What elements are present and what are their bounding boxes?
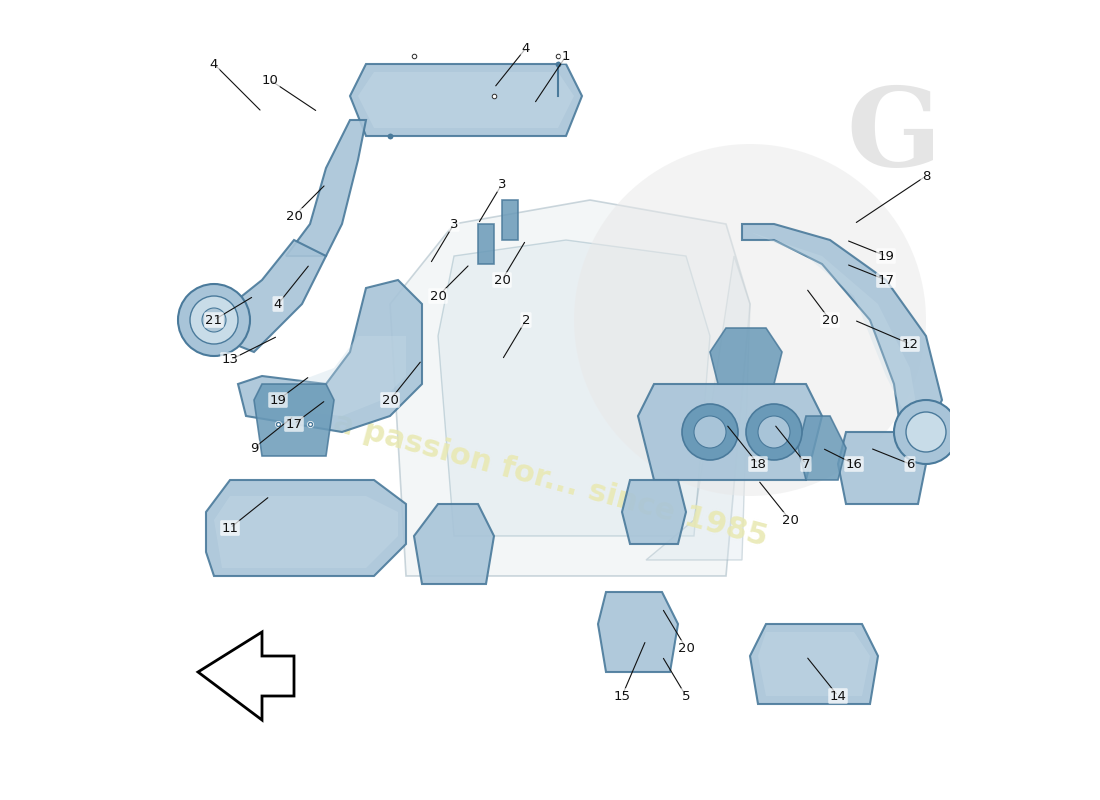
Circle shape [906, 412, 946, 452]
Polygon shape [198, 632, 294, 720]
Text: 11: 11 [221, 522, 239, 534]
Circle shape [746, 404, 802, 460]
Text: 17: 17 [286, 418, 302, 430]
Text: 20: 20 [678, 642, 694, 654]
Text: 2: 2 [521, 314, 530, 326]
Polygon shape [350, 64, 582, 136]
Text: 19: 19 [270, 394, 286, 406]
Text: 13: 13 [221, 354, 239, 366]
Polygon shape [798, 416, 846, 480]
Polygon shape [206, 240, 326, 352]
Text: 20: 20 [782, 514, 799, 526]
Circle shape [894, 400, 958, 464]
Text: 18: 18 [749, 458, 767, 470]
Polygon shape [598, 592, 678, 672]
Text: 14: 14 [829, 690, 846, 702]
Circle shape [758, 416, 790, 448]
Text: 20: 20 [430, 290, 447, 302]
Circle shape [178, 284, 250, 356]
Circle shape [574, 144, 926, 496]
Text: 7: 7 [802, 458, 811, 470]
Polygon shape [838, 432, 926, 504]
Text: 4: 4 [210, 58, 218, 70]
Text: 6: 6 [905, 458, 914, 470]
Text: 17: 17 [878, 274, 894, 286]
Polygon shape [414, 504, 494, 584]
Text: 1: 1 [562, 50, 570, 62]
Polygon shape [358, 72, 574, 128]
Text: a passion for... since 1985: a passion for... since 1985 [330, 408, 770, 552]
Text: 20: 20 [286, 210, 302, 222]
Text: 20: 20 [822, 314, 838, 326]
Text: 9: 9 [250, 442, 258, 454]
Polygon shape [286, 120, 366, 256]
Text: 19: 19 [878, 250, 894, 262]
Polygon shape [638, 384, 822, 480]
Text: 4: 4 [274, 298, 283, 310]
Text: 21: 21 [206, 314, 222, 326]
Text: G: G [847, 82, 942, 190]
Polygon shape [254, 384, 334, 456]
Polygon shape [621, 480, 686, 544]
Polygon shape [750, 624, 878, 704]
Polygon shape [262, 336, 406, 416]
Polygon shape [758, 632, 870, 696]
Text: 3: 3 [450, 218, 459, 230]
Polygon shape [750, 232, 918, 424]
Circle shape [202, 308, 226, 332]
Text: 4: 4 [521, 42, 530, 54]
Polygon shape [502, 200, 518, 240]
Text: 16: 16 [846, 458, 862, 470]
Polygon shape [214, 496, 398, 568]
Polygon shape [478, 224, 494, 264]
Polygon shape [390, 200, 750, 576]
Circle shape [694, 416, 726, 448]
Polygon shape [710, 328, 782, 384]
Polygon shape [742, 224, 942, 440]
Polygon shape [238, 280, 422, 432]
Circle shape [682, 404, 738, 460]
Circle shape [190, 296, 238, 344]
Text: 12: 12 [902, 338, 918, 350]
Text: 8: 8 [922, 170, 931, 182]
Text: 15: 15 [614, 690, 630, 702]
Text: 20: 20 [382, 394, 398, 406]
Polygon shape [438, 240, 710, 536]
Polygon shape [646, 256, 750, 560]
Text: 3: 3 [497, 178, 506, 190]
Text: 10: 10 [262, 74, 278, 86]
Text: 20: 20 [494, 274, 510, 286]
Polygon shape [206, 480, 406, 576]
Text: 5: 5 [682, 690, 691, 702]
